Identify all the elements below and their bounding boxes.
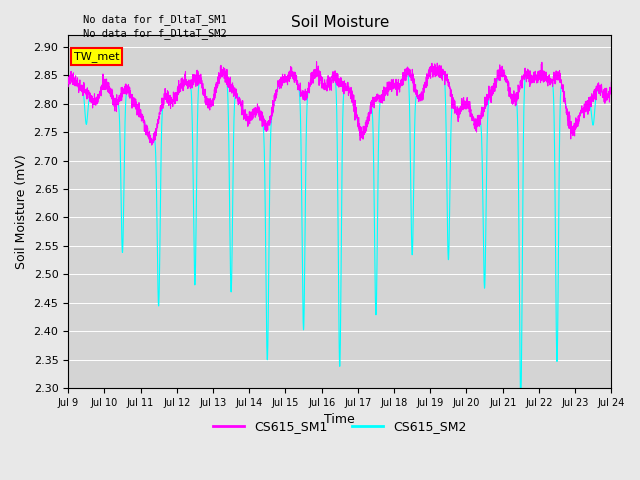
Line: CS615_SM1: CS615_SM1 [68,62,611,145]
CS615_SM1 [525,71,532,76]
CS615_SM2 [517,399,525,405]
CS615_SM1 [607,80,615,85]
CS615_SM2 [458,106,465,111]
Legend: CS615_SM1, CS615_SM2: CS615_SM1, CS615_SM2 [207,415,472,438]
CS615_SM1 [458,108,465,114]
X-axis label: Time: Time [324,413,355,426]
Title: Soil Moisture: Soil Moisture [291,15,389,30]
Text: No data for f_DltaT_SM2: No data for f_DltaT_SM2 [83,28,227,39]
CS615_SM2 [410,217,417,223]
CS615_SM2 [492,81,500,86]
CS615_SM1 [492,79,500,85]
CS615_SM2 [602,94,609,100]
CS615_SM1 [602,98,609,104]
CS615_SM1 [176,83,184,89]
CS615_SM1 [313,59,321,65]
CS615_SM2 [64,82,72,87]
Text: TW_met: TW_met [74,51,119,62]
CS615_SM1 [410,87,417,93]
CS615_SM1 [64,84,72,90]
CS615_SM2 [607,86,615,92]
CS615_SM2 [429,67,437,72]
CS615_SM1 [148,142,156,148]
CS615_SM2 [175,86,183,92]
Y-axis label: Soil Moisture (mV): Soil Moisture (mV) [15,155,28,269]
Text: No data for f_DltaT_SM1: No data for f_DltaT_SM1 [83,13,227,24]
Line: CS615_SM2: CS615_SM2 [68,70,611,402]
CS615_SM2 [525,73,532,79]
